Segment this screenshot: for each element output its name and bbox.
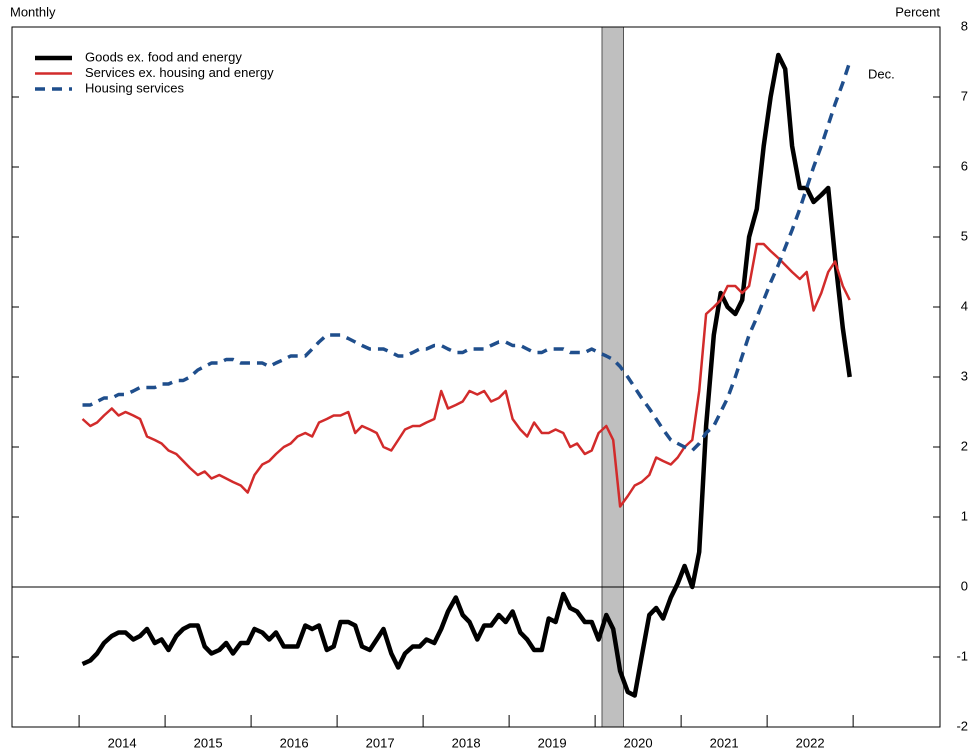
y-tick-label: 0 (961, 578, 968, 593)
y-tick-label: 8 (961, 18, 968, 33)
y-tick-label: 4 (961, 298, 968, 313)
annotation: Dec. (868, 66, 895, 81)
y-tick-label: 2 (961, 438, 968, 453)
legend-label: Housing services (85, 80, 184, 95)
left-axis-label: Monthly (10, 4, 56, 19)
x-tick-label: 2022 (796, 735, 825, 750)
legend-label: Goods ex. food and energy (85, 49, 242, 64)
y-tick-label: 3 (961, 368, 968, 383)
y-tick-label: -2 (956, 718, 968, 733)
x-tick-label: 2017 (366, 735, 395, 750)
x-tick-label: 2016 (280, 735, 309, 750)
plot-frame (11, 26, 941, 728)
x-tick-label: 2020 (624, 735, 653, 750)
y-tick-label: 1 (961, 508, 968, 523)
legend-label: Services ex. housing and energy (85, 65, 274, 80)
y-tick-label: 7 (961, 88, 968, 103)
x-tick-label: 2018 (452, 735, 481, 750)
y-tick-label: -1 (956, 648, 968, 663)
x-tick-label: 2014 (108, 735, 137, 750)
series-line (81, 242, 851, 508)
right-axis-label: Percent (895, 4, 940, 19)
y-tick-label: 5 (961, 228, 968, 243)
y-tick-label: 6 (961, 158, 968, 173)
series-line (82, 61, 852, 453)
x-tick-label: 2019 (538, 735, 567, 750)
x-tick-label: 2021 (710, 735, 739, 750)
x-tick-label: 2015 (194, 735, 223, 750)
